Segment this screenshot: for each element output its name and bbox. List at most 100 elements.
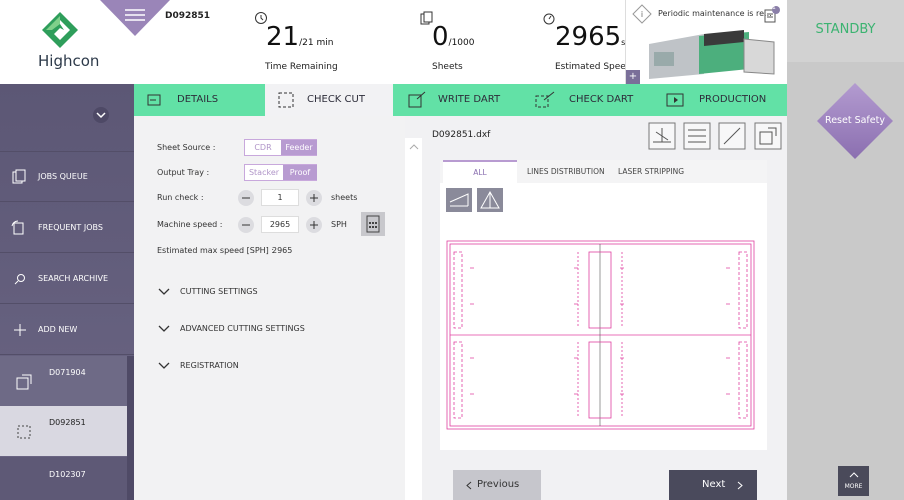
plus-button[interactable] [305, 216, 323, 234]
chevron [158, 288, 170, 295]
logo-area: Highcon [0, 0, 134, 84]
field-label: Output Tray : [157, 168, 210, 177]
menu-label: ADD NEW [38, 325, 78, 334]
hamburger-menu[interactable] [100, 0, 170, 38]
dropdown-button[interactable] [92, 106, 110, 124]
brand: Highcon [38, 52, 100, 70]
menu-item[interactable]: FREQUENT JOBS [0, 203, 134, 253]
toggle-option-selected[interactable]: Proof [283, 165, 317, 180]
job-title: D092851 [165, 11, 211, 21]
stat: 21/21 min [266, 22, 333, 52]
settings-form: Sheet Source : CDR Feeder Output Tray : S… [134, 116, 405, 500]
reset-label: Reset Safety [825, 115, 885, 126]
machine-state: STANDBY [815, 22, 876, 37]
plus-button[interactable] [305, 189, 323, 207]
toggle: CDR Feeder [244, 139, 317, 156]
tab-label: PRODUCTION [699, 94, 767, 105]
toggle-option[interactable]: CDR [254, 143, 272, 152]
speed-icon [543, 13, 555, 25]
logo-icon [42, 12, 78, 48]
section-header[interactable]: REGISTRATION [180, 361, 239, 370]
status-panel: STANDBY Reset Safety MORE [787, 0, 904, 500]
menu-item[interactable]: JOBS QUEUE [0, 152, 134, 202]
toggle-option-selected[interactable]: Feeder [281, 140, 317, 155]
stat: 2965s/h [555, 22, 633, 52]
section-header[interactable]: ADVANCED CUTTING SETTINGS [180, 324, 305, 333]
tab-label: WRITE DART [438, 94, 501, 105]
viewer-tabs [440, 160, 767, 183]
previous-button[interactable]: Previous [453, 470, 541, 500]
menu-label: SEARCH ARCHIVE [38, 274, 109, 283]
info-icon: i [632, 4, 652, 24]
tab-label: DETAILS [177, 94, 219, 105]
tab-bar [134, 84, 787, 116]
job-item-selected[interactable]: D092851 [0, 406, 127, 456]
button-label: Previous [477, 479, 520, 490]
viewer-tab[interactable]: LASER STRIPPING [618, 167, 685, 176]
chevron [158, 362, 170, 369]
section-header[interactable]: CUTTING SETTINGS [180, 287, 258, 296]
job-id: D092851 [49, 418, 86, 427]
sidebar-top [0, 84, 134, 152]
view-mode-buttons[interactable] [446, 188, 506, 214]
stat-label: Time Remaining [265, 62, 338, 72]
dieline [446, 240, 755, 430]
job-id: D102307 [49, 470, 86, 479]
next-button[interactable]: Next [669, 470, 757, 500]
sidebar: JOBS QUEUE FREQUENT JOBS SEARCH ARCHIVE … [0, 84, 134, 500]
svg-text:i: i [641, 10, 643, 19]
notification-text: Periodic maintenance is re... [658, 9, 772, 18]
minus-button[interactable] [237, 216, 255, 234]
header: D092851 21/21 min Time Remaining 0/1000 … [134, 0, 633, 84]
tab[interactable]: WRITE DART [393, 84, 524, 116]
chevron [158, 325, 170, 332]
number-input[interactable]: 1 [261, 189, 299, 206]
expand-button[interactable]: + [626, 70, 640, 84]
sheets-icon [420, 11, 433, 25]
minus-button[interactable] [237, 189, 255, 207]
viewer-tools[interactable] [648, 122, 784, 150]
stat-unit: /21 min [299, 38, 334, 48]
toggle-option[interactable]: Stacker [248, 168, 280, 177]
stat-label: Estimated Speed [555, 62, 632, 72]
field-label: Machine speed : [157, 220, 223, 229]
more-label: MORE [844, 483, 863, 490]
stat-value: 2965 [555, 22, 622, 52]
more-button[interactable]: MORE [838, 466, 869, 496]
field-label: Run check : [157, 193, 204, 202]
job-item[interactable]: D071904 [0, 356, 127, 406]
tab[interactable]: PRODUCTION [655, 84, 787, 116]
viewer-tab-active[interactable]: ALL [443, 160, 517, 183]
viewer-tab[interactable]: LINES DISTRIBUTION [527, 167, 605, 176]
field-label: Sheet Source : [157, 143, 216, 152]
job-id: D071904 [49, 368, 86, 377]
number-input[interactable]: 2965 [261, 216, 299, 233]
menu-item[interactable]: SEARCH ARCHIVE [0, 254, 134, 304]
status-header [787, 0, 904, 62]
scrollbar [127, 356, 134, 500]
reset-safety-button[interactable] [817, 83, 893, 159]
tab[interactable]: CHECK DART [524, 84, 655, 116]
notification-panel[interactable]: i Periodic maintenance is re... 1 + [625, 0, 787, 84]
tab[interactable]: DETAILS [134, 84, 265, 116]
menu-label: FREQUENT JOBS [38, 223, 103, 232]
stat-value: 0 [432, 22, 449, 52]
clock-icon [255, 12, 267, 24]
menu-label: JOBS QUEUE [38, 172, 88, 181]
job-item[interactable]: D102307 [0, 457, 127, 500]
menu-item[interactable]: ADD NEW [0, 305, 134, 355]
toggle: Stacker Proof [244, 164, 317, 181]
stat: 0/1000 [432, 22, 474, 52]
notes-icon [764, 6, 780, 23]
tab-label: CHECK CUT [307, 94, 365, 105]
tab-active[interactable]: CHECK CUT [265, 84, 393, 116]
field-label: Estimated max speed [SPH] : [157, 246, 275, 255]
button-label: Next [702, 479, 726, 490]
scroll-strip [405, 138, 422, 500]
stat-unit: /1000 [448, 38, 475, 48]
file-name: D092851.dxf [432, 130, 491, 140]
notification-count: 1 [772, 4, 776, 11]
unit-label: sheets [331, 193, 358, 202]
calculator-button[interactable] [361, 212, 385, 236]
field-value: 2965 [272, 246, 293, 255]
